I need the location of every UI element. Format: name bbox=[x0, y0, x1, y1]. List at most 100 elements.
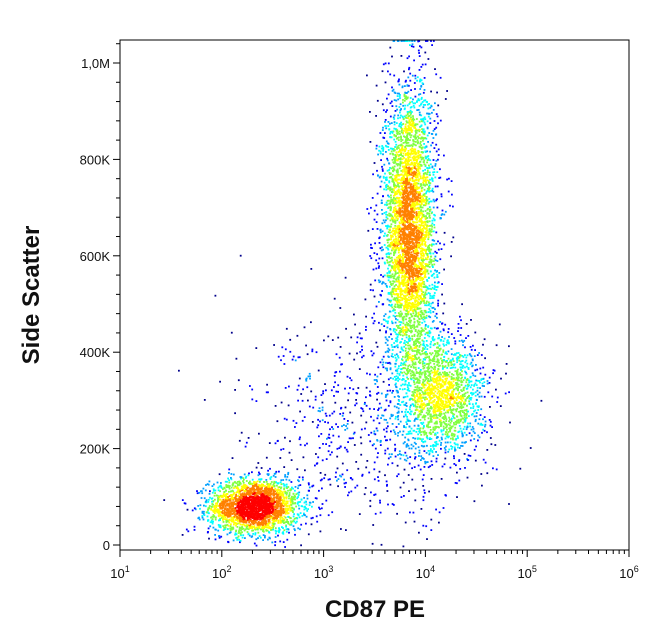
data-point bbox=[397, 144, 400, 147]
data-point bbox=[223, 494, 226, 497]
data-point bbox=[419, 247, 422, 250]
data-point bbox=[411, 350, 414, 352]
data-point bbox=[381, 129, 384, 131]
data-point bbox=[244, 508, 247, 511]
data-point bbox=[411, 156, 414, 159]
data-point bbox=[419, 271, 421, 273]
data-point bbox=[297, 496, 299, 498]
data-point bbox=[385, 151, 387, 153]
data-point bbox=[255, 518, 258, 520]
data-point bbox=[268, 503, 271, 505]
data-point bbox=[237, 495, 239, 497]
data-point bbox=[425, 183, 428, 186]
data-point bbox=[263, 518, 266, 520]
data-point bbox=[416, 221, 419, 224]
data-point bbox=[239, 490, 242, 493]
data-point bbox=[394, 270, 397, 273]
data-point bbox=[401, 358, 403, 361]
data-point bbox=[394, 306, 397, 308]
data-point bbox=[400, 121, 402, 124]
data-point bbox=[296, 513, 299, 516]
data-point bbox=[390, 355, 393, 358]
data-point bbox=[430, 244, 433, 247]
data-point bbox=[273, 523, 275, 526]
data-point bbox=[404, 145, 407, 148]
data-point bbox=[415, 182, 418, 184]
data-point bbox=[263, 507, 265, 510]
data-point bbox=[428, 248, 430, 251]
data-point bbox=[418, 231, 421, 234]
data-point bbox=[256, 522, 259, 525]
data-point bbox=[431, 133, 434, 135]
data-point bbox=[283, 515, 286, 518]
data-point bbox=[427, 157, 430, 160]
data-point bbox=[430, 234, 433, 237]
data-point bbox=[233, 492, 236, 494]
data-point bbox=[285, 493, 288, 496]
data-point bbox=[196, 492, 199, 495]
data-point bbox=[271, 541, 274, 544]
data-point bbox=[296, 492, 299, 495]
data-point bbox=[245, 520, 247, 523]
data-point bbox=[390, 299, 392, 302]
data-point bbox=[266, 526, 269, 529]
data-point bbox=[274, 512, 277, 514]
data-point bbox=[432, 190, 435, 193]
data-point bbox=[399, 302, 402, 305]
data-point bbox=[403, 209, 406, 212]
data-point bbox=[252, 482, 255, 485]
data-point bbox=[388, 212, 391, 215]
data-point bbox=[281, 492, 284, 495]
data-point bbox=[218, 536, 221, 539]
data-point bbox=[255, 496, 258, 499]
data-point bbox=[419, 88, 422, 90]
data-point bbox=[276, 489, 278, 492]
data-point bbox=[273, 485, 276, 488]
data-point bbox=[304, 505, 306, 508]
data-point bbox=[255, 483, 258, 485]
data-point bbox=[262, 522, 265, 524]
data-point bbox=[252, 501, 255, 503]
data-point bbox=[284, 491, 287, 494]
data-point bbox=[246, 514, 249, 517]
data-point bbox=[384, 125, 387, 127]
data-point bbox=[253, 490, 255, 493]
data-point bbox=[290, 459, 293, 461]
data-point bbox=[266, 509, 269, 512]
data-point bbox=[391, 86, 393, 89]
data-point bbox=[238, 480, 241, 483]
data-point bbox=[280, 509, 282, 511]
data-point bbox=[394, 259, 397, 262]
data-point bbox=[254, 499, 257, 502]
data-point bbox=[442, 328, 445, 331]
data-point bbox=[401, 205, 403, 208]
data-point bbox=[252, 493, 255, 496]
data-point bbox=[405, 173, 407, 176]
data-point bbox=[225, 513, 228, 516]
data-point bbox=[393, 202, 396, 205]
data-point bbox=[269, 487, 271, 490]
data-point bbox=[218, 485, 221, 488]
data-point bbox=[257, 474, 260, 477]
data-point bbox=[424, 285, 427, 288]
data-point bbox=[270, 505, 273, 507]
data-point bbox=[232, 473, 235, 476]
data-point bbox=[417, 109, 420, 111]
data-point bbox=[405, 184, 407, 187]
data-point bbox=[404, 355, 407, 358]
data-point bbox=[226, 515, 229, 518]
data-point bbox=[256, 526, 258, 529]
data-point bbox=[388, 202, 391, 205]
data-point bbox=[431, 283, 434, 286]
data-point bbox=[267, 505, 270, 508]
data-point bbox=[228, 521, 231, 524]
data-point bbox=[259, 490, 262, 493]
data-point bbox=[234, 500, 237, 502]
data-point bbox=[424, 286, 427, 289]
data-point bbox=[200, 497, 203, 499]
data-point bbox=[403, 276, 406, 279]
data-point bbox=[417, 237, 419, 239]
data-point bbox=[402, 242, 405, 245]
data-point bbox=[394, 179, 397, 182]
data-point bbox=[421, 298, 423, 301]
